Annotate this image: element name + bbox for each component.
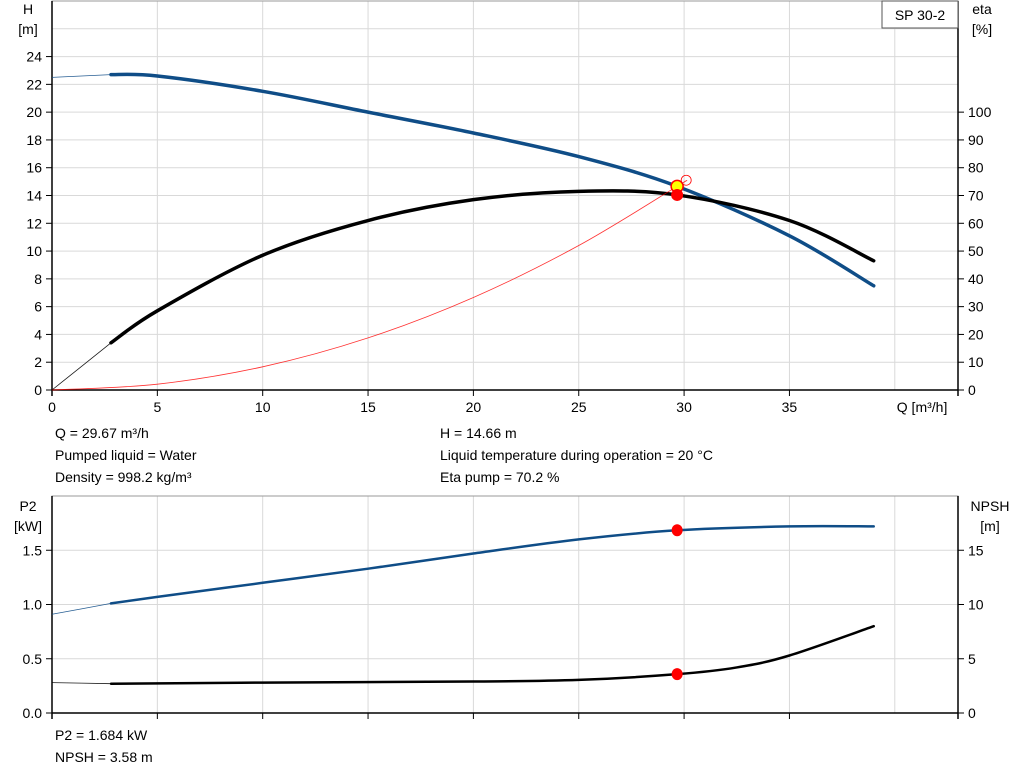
y2-tick-label: 50: [968, 243, 984, 259]
y-axis-label: P2: [19, 498, 36, 514]
npsh-curve: [109, 624, 875, 685]
y-tick-label: 6: [34, 299, 42, 315]
x-tick-label: 5: [153, 399, 161, 415]
x-axis-label: Q [m³/h]: [897, 399, 948, 415]
head-readout: H = 14.66 m: [440, 425, 517, 441]
y-tick-label: 1.5: [23, 542, 43, 558]
y2-tick-label: 0: [968, 705, 976, 721]
y-tick-label: 0.5: [23, 651, 43, 667]
eta-curve-extension: [51, 342, 112, 391]
y-tick-label: 0.0: [23, 705, 43, 721]
density-readout: Density = 998.2 kg/m³: [55, 469, 192, 485]
legend-box: SP 30-2: [881, 0, 959, 29]
x-tick-label: 35: [782, 399, 798, 415]
y2-tick-label: 0: [968, 382, 976, 398]
eta-readout: Eta pump = 70.2 %: [440, 469, 560, 485]
x-tick-label: 15: [360, 399, 376, 415]
y-tick-label: 18: [26, 132, 42, 148]
x-tick-label: 25: [571, 399, 587, 415]
y2-axis-label: eta: [972, 1, 992, 17]
y2-tick-label: 10: [968, 597, 984, 613]
y2-tick-label: 5: [968, 651, 976, 667]
y2-tick-label: 30: [968, 299, 984, 315]
y-tick-label: 24: [26, 49, 42, 65]
p2-curve: [109, 524, 875, 605]
y2-tick-label: 70: [968, 188, 984, 204]
x-tick-label: 0: [48, 399, 56, 415]
y-tick-label: 14: [26, 188, 42, 204]
y-axis-label: [kW]: [14, 518, 42, 534]
y-tick-label: 10: [26, 243, 42, 259]
x-tick-label: 20: [466, 399, 482, 415]
head-curve: [109, 72, 876, 288]
y-tick-label: 8: [34, 271, 42, 287]
y-axis-label: [m]: [18, 21, 37, 37]
eta-point-marker: [671, 188, 684, 201]
system-curve-extension: [51, 180, 688, 391]
power-npsh-plot: 0.0 0.5 1.0 1.5 0 5 10 15 P2 [kW] NPSH [m]: [14, 495, 1010, 721]
head-efficiency-plot: 0 5 10 15 20 25 30 35 Q [m³/h]024681012141618202…: [18, 0, 992, 415]
y-tick-label: 1.0: [23, 597, 43, 613]
p2-readout: P2 = 1.684 kW: [55, 727, 148, 743]
y-tick-label: 4: [34, 326, 42, 342]
p2-curve-extension: [51, 603, 112, 615]
y2-axis-label: NPSH: [971, 498, 1010, 514]
y2-axis-label: [m]: [980, 518, 999, 534]
y2-tick-label: 80: [968, 160, 984, 176]
x-tick-label: 30: [676, 399, 692, 415]
y2-tick-label: 60: [968, 215, 984, 231]
y2-tick-label: 40: [968, 271, 984, 287]
y2-tick-label: 20: [968, 326, 984, 342]
temperature-readout: Liquid temperature during operation = 20…: [440, 447, 713, 463]
y2-tick-label: 90: [968, 132, 984, 148]
y-axis-label: H: [23, 1, 33, 17]
p2-point-marker: [671, 524, 683, 537]
y2-tick-label: 100: [968, 104, 992, 120]
eta-curve: [109, 189, 876, 345]
y-tick-label: 12: [26, 215, 42, 231]
npsh-point-marker: [671, 668, 683, 681]
npsh-readout: NPSH = 3.58 m: [55, 749, 153, 765]
system-end-marker: [680, 174, 692, 186]
x-tick-label: 10: [255, 399, 271, 415]
y2-tick-label: 15: [968, 542, 984, 558]
y-tick-label: 0: [34, 382, 42, 398]
npsh-curve-extension: [51, 682, 112, 685]
y2-axis-label: [%]: [972, 21, 992, 37]
y-tick-label: 2: [34, 354, 42, 370]
y-tick-label: 16: [26, 160, 42, 176]
legend-label: SP 30-2: [895, 7, 946, 23]
flow-readout: Q = 29.67 m³/h: [55, 425, 149, 441]
head-curve-extension: [51, 74, 112, 78]
y2-tick-label: 10: [968, 354, 984, 370]
pumped-liquid-readout: Pumped liquid = Water: [55, 447, 197, 463]
y-tick-label: 20: [26, 104, 42, 120]
y-tick-label: 22: [26, 76, 42, 92]
